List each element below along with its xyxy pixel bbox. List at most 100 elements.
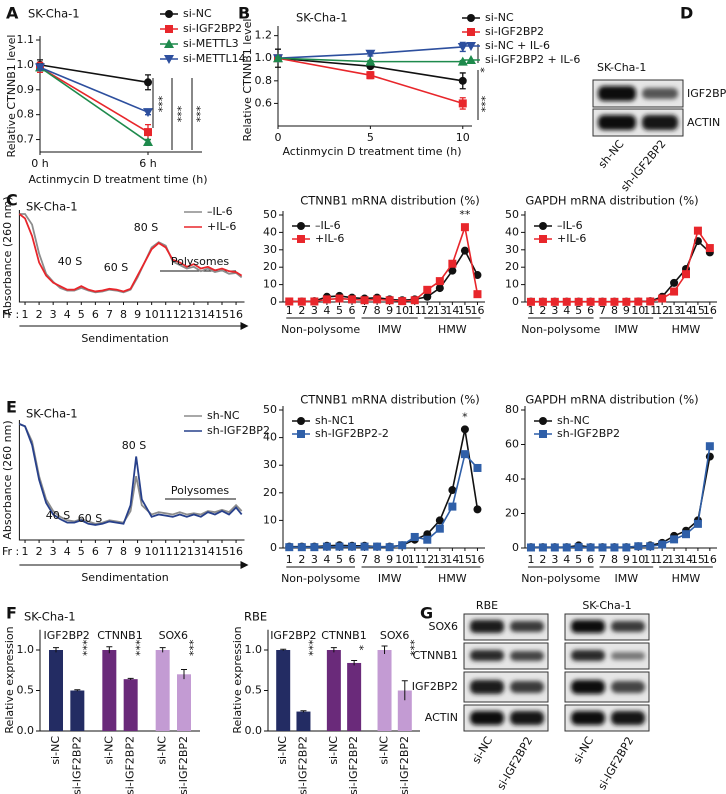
x-tick-label: 7 <box>106 308 113 321</box>
column-label: si-NC <box>470 734 496 766</box>
error-bar <box>300 710 307 713</box>
marker <box>144 128 152 137</box>
marker <box>366 71 375 80</box>
error-bar <box>351 660 358 666</box>
band <box>510 621 544 632</box>
annotation: *** <box>408 639 421 656</box>
marker <box>586 297 595 306</box>
band <box>598 115 636 130</box>
marker <box>273 53 283 63</box>
bar <box>155 650 170 731</box>
marker <box>297 543 306 552</box>
y-tick-label: 20 <box>263 486 277 499</box>
marker <box>322 295 331 304</box>
x-tick-label: 3 <box>551 304 558 317</box>
band <box>571 620 605 633</box>
marker <box>457 42 468 52</box>
marker <box>398 297 407 306</box>
x-tick-label: 16 <box>229 308 243 321</box>
marker <box>435 277 444 286</box>
annotation: *** <box>80 639 93 656</box>
marker <box>473 290 482 299</box>
marker <box>335 542 344 551</box>
axis <box>18 420 245 541</box>
x-tick-label: 1 <box>286 304 293 317</box>
x-tick-label: 13 <box>187 545 201 558</box>
x-tick-label: 8 <box>120 545 127 558</box>
marker <box>598 543 607 552</box>
x-tick-label: 4 <box>563 304 570 317</box>
marker <box>285 297 294 306</box>
x-tick-label: si-NC <box>378 736 391 765</box>
x-tick-label: si-NC <box>156 736 169 765</box>
y-axis-label: Relative CTNNB1 level <box>241 19 254 142</box>
x-tick-label: 13 <box>667 304 681 317</box>
marker <box>423 285 432 294</box>
marker <box>466 42 476 51</box>
marker <box>705 244 714 253</box>
annotation: *** <box>479 95 492 112</box>
error-bar <box>181 668 187 680</box>
y-axis-label: Absorbance (260 nm) <box>1 420 14 539</box>
x-tick-label: 9 <box>134 545 141 558</box>
x-tick-label: 15 <box>691 553 705 566</box>
x-tick-label: si-IGF2BP2 <box>70 736 83 794</box>
marker <box>598 297 607 306</box>
group-label: HMW <box>438 572 467 585</box>
annotation: ** <box>459 208 471 221</box>
series-line <box>18 213 243 293</box>
bar <box>102 650 117 731</box>
band <box>470 711 504 725</box>
legend-label: si-IGF2BP2 + IL-6 <box>485 53 580 66</box>
marker <box>473 463 482 472</box>
y-tick-label: 20 <box>505 260 519 273</box>
bar <box>123 679 138 731</box>
chart-title: CTNNB1 mRNA distribution (%) <box>300 194 480 208</box>
legend-label: si-METTL3 <box>183 37 239 50</box>
marker <box>466 55 476 64</box>
y-tick-label: 0.8 <box>255 74 273 87</box>
x-tick-label: 9 <box>623 304 630 317</box>
band <box>642 88 678 99</box>
x-tick-label: 10 <box>395 304 409 317</box>
x-tick-label: 3 <box>50 545 57 558</box>
x-tick-label: 12 <box>655 304 669 317</box>
axis <box>524 211 717 303</box>
x-tick-label: 15 <box>215 545 229 558</box>
error-bar <box>74 689 81 692</box>
x-tick-label: 6 <box>92 545 99 558</box>
marker <box>693 226 702 235</box>
series-line <box>39 64 149 84</box>
marker <box>658 294 667 303</box>
x-tick-label: 2 <box>298 304 305 317</box>
chart-title: GAPDH mRNA distribution (%) <box>525 393 698 407</box>
x-tick-label: 3 <box>311 553 318 566</box>
axis <box>267 629 420 732</box>
marker <box>297 417 305 425</box>
y-tick-label: 80 <box>505 403 519 416</box>
marker <box>385 543 394 552</box>
x-tick-label: 15 <box>215 308 229 321</box>
legend-label: sh-IGF2BP2 <box>557 427 620 440</box>
x-tick-label: 2 <box>36 308 43 321</box>
band <box>510 681 544 693</box>
group-label: IGF2BP2 <box>270 629 316 642</box>
annotation: Polysomes <box>171 255 229 268</box>
x-tick-label: 5 <box>78 308 85 321</box>
error-bar <box>106 646 113 654</box>
x-tick-label: 4 <box>64 545 71 558</box>
x-tick-label: 2 <box>298 553 305 566</box>
annotation: 80 S <box>134 221 158 234</box>
marker <box>410 296 419 305</box>
bar <box>347 662 362 731</box>
band <box>642 115 678 130</box>
marker <box>460 223 469 232</box>
row-label: CTNNB1 <box>413 649 458 662</box>
x-tick-label: 14 <box>445 304 459 317</box>
y-tick-label: 40 <box>263 431 277 444</box>
marker <box>365 49 376 59</box>
x-tick-label: 10 <box>145 545 159 558</box>
group-label: SOX6 <box>380 629 409 642</box>
bar <box>70 690 85 731</box>
x-tick-label: 11 <box>408 553 422 566</box>
